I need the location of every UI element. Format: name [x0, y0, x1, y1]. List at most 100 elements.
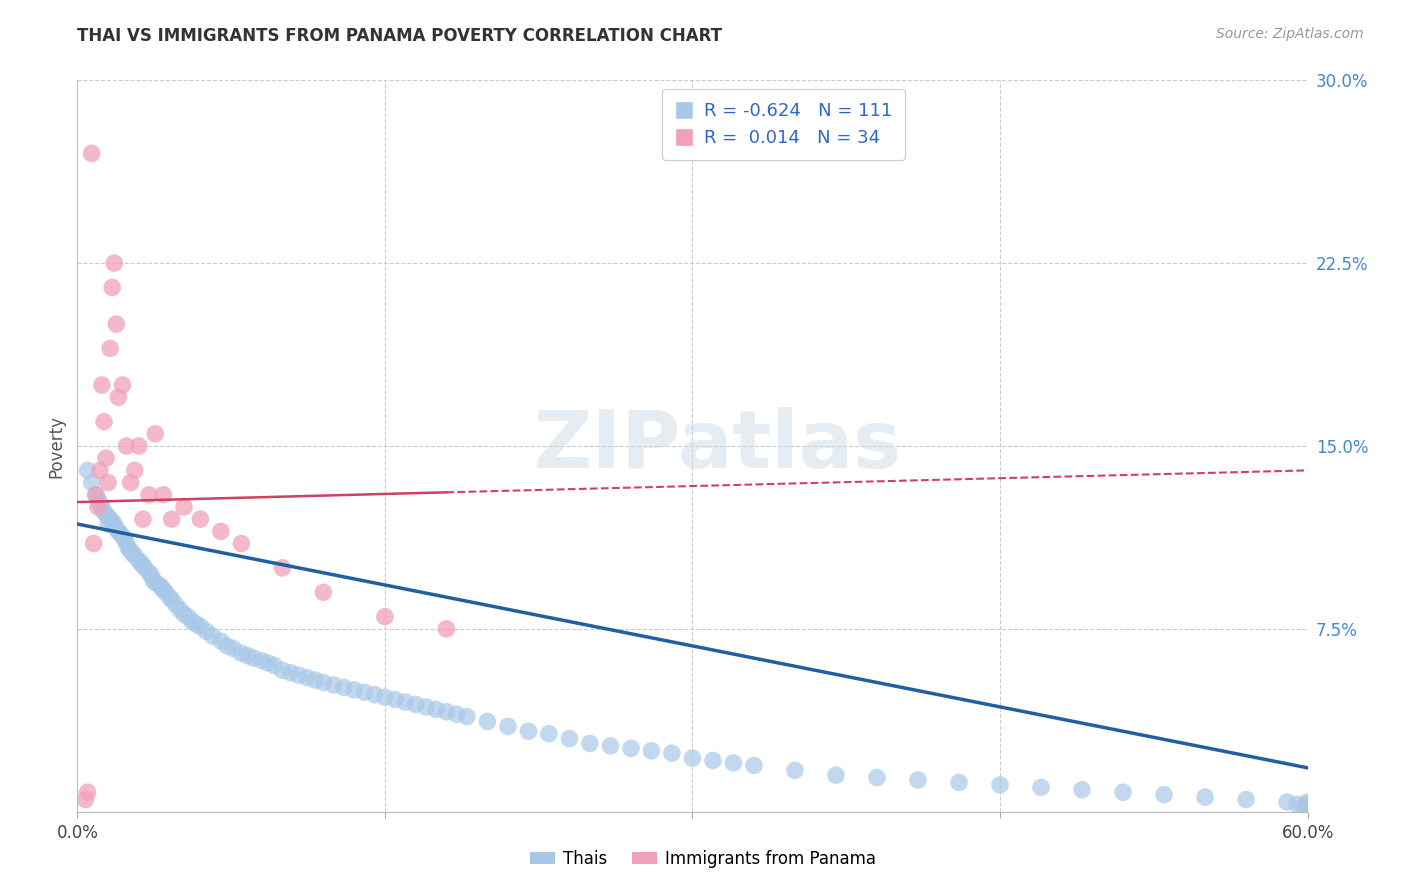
- Point: [242, 651, 264, 665]
- Point: [363, 688, 385, 702]
- Point: [84, 488, 107, 502]
- Point: [579, 736, 602, 750]
- Point: [353, 685, 375, 699]
- Point: [436, 622, 458, 636]
- Point: [250, 654, 273, 668]
- Point: [322, 678, 344, 692]
- Point: [76, 785, 98, 799]
- Point: [288, 668, 311, 682]
- Legend: R = -0.624   N = 111, R =  0.014   N = 34: R = -0.624 N = 111, R = 0.014 N = 34: [662, 89, 905, 160]
- Point: [425, 702, 447, 716]
- Point: [271, 663, 294, 677]
- Point: [446, 707, 468, 722]
- Point: [374, 609, 396, 624]
- Point: [280, 665, 302, 680]
- Point: [907, 772, 929, 787]
- Point: [405, 698, 427, 712]
- Point: [103, 256, 125, 270]
- Point: [415, 699, 437, 714]
- Point: [333, 681, 356, 695]
- Point: [537, 727, 560, 741]
- Point: [103, 516, 125, 531]
- Point: [312, 675, 335, 690]
- Point: [105, 522, 128, 536]
- Point: [825, 768, 848, 782]
- Point: [231, 536, 253, 550]
- Point: [866, 771, 889, 785]
- Point: [80, 475, 103, 490]
- Point: [173, 500, 195, 514]
- Point: [1234, 792, 1257, 806]
- Point: [209, 634, 232, 648]
- Point: [1286, 797, 1309, 812]
- Point: [83, 536, 105, 550]
- Point: [90, 378, 114, 392]
- Point: [117, 541, 139, 556]
- Point: [111, 378, 134, 392]
- Point: [599, 739, 621, 753]
- Point: [115, 439, 138, 453]
- Point: [128, 553, 150, 567]
- Point: [105, 317, 128, 331]
- Point: [1153, 788, 1175, 802]
- Point: [209, 524, 232, 539]
- Point: [165, 598, 187, 612]
- Point: [477, 714, 499, 729]
- Point: [1296, 802, 1319, 816]
- Point: [195, 624, 218, 639]
- Point: [134, 561, 156, 575]
- Point: [496, 719, 519, 733]
- Point: [160, 512, 183, 526]
- Point: [1296, 795, 1319, 809]
- Point: [160, 592, 183, 607]
- Point: [121, 546, 143, 560]
- Point: [143, 426, 166, 441]
- Point: [132, 558, 155, 573]
- Point: [124, 463, 146, 477]
- Point: [394, 695, 416, 709]
- Point: [271, 561, 294, 575]
- Text: Source: ZipAtlas.com: Source: ZipAtlas.com: [1216, 27, 1364, 41]
- Point: [558, 731, 581, 746]
- Point: [1296, 797, 1319, 812]
- Point: [456, 709, 478, 723]
- Point: [124, 549, 146, 563]
- Point: [138, 566, 160, 580]
- Point: [1071, 782, 1094, 797]
- Point: [436, 705, 458, 719]
- Point: [101, 515, 124, 529]
- Point: [129, 556, 152, 570]
- Point: [620, 741, 643, 756]
- Point: [169, 602, 191, 616]
- Point: [222, 641, 245, 656]
- Point: [97, 475, 120, 490]
- Legend: Thais, Immigrants from Panama: Thais, Immigrants from Panama: [523, 844, 883, 875]
- Point: [295, 671, 318, 685]
- Point: [1112, 785, 1135, 799]
- Point: [1292, 800, 1315, 814]
- Point: [114, 532, 136, 546]
- Point: [97, 516, 120, 531]
- Point: [783, 764, 806, 778]
- Point: [948, 775, 970, 789]
- Point: [1296, 800, 1319, 814]
- Point: [93, 505, 115, 519]
- Point: [90, 500, 114, 514]
- Point: [89, 463, 111, 477]
- Point: [188, 512, 212, 526]
- Point: [107, 524, 129, 539]
- Point: [1296, 797, 1319, 812]
- Point: [1275, 795, 1298, 809]
- Point: [1029, 780, 1052, 795]
- Point: [661, 746, 683, 760]
- Point: [75, 792, 97, 806]
- Point: [702, 754, 724, 768]
- Point: [159, 590, 181, 604]
- Point: [343, 682, 366, 697]
- Point: [128, 439, 150, 453]
- Point: [152, 488, 174, 502]
- Point: [682, 751, 704, 765]
- Point: [374, 690, 396, 705]
- Point: [517, 724, 540, 739]
- Point: [236, 648, 259, 663]
